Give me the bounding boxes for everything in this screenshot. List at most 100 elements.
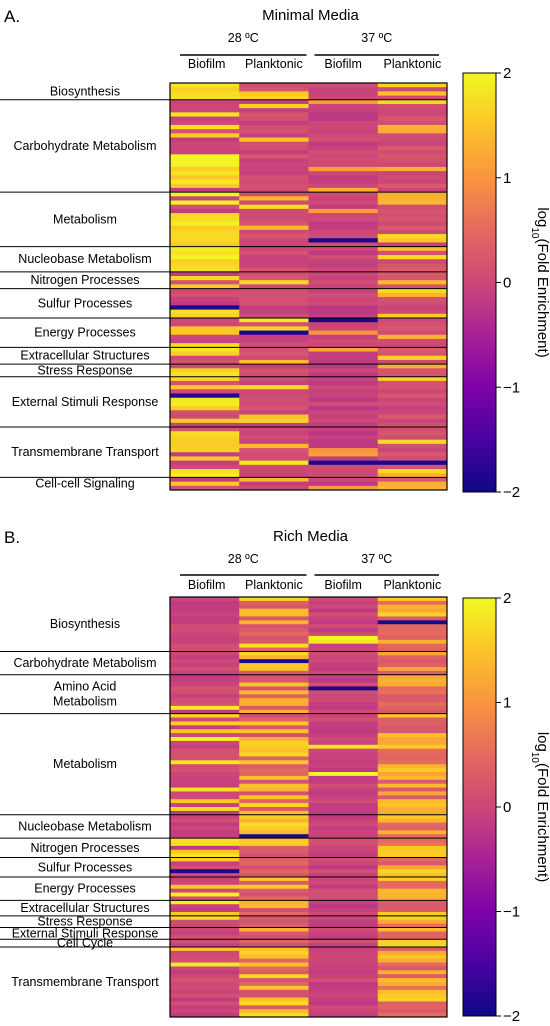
heatmap-cell xyxy=(308,284,379,289)
heatmap-cell xyxy=(170,95,240,101)
heatmap-cell xyxy=(308,787,379,792)
colorbar-tick-label: −2 xyxy=(503,1008,520,1025)
heatmap-cell xyxy=(377,485,448,491)
heatmap-cell xyxy=(308,338,379,344)
heatmap-cell xyxy=(308,288,379,294)
heatmap-cell xyxy=(239,208,309,214)
heatmap-cell xyxy=(377,414,448,420)
heatmap-cell xyxy=(170,818,240,823)
heatmap-cell xyxy=(377,380,448,386)
heatmap-cell xyxy=(377,931,448,936)
heatmap-cell xyxy=(239,469,309,474)
heatmap-cell xyxy=(170,464,240,470)
heatmap-cell xyxy=(308,705,379,711)
heatmap-cell xyxy=(170,401,240,407)
category-label: Nucleobase Metabolism xyxy=(18,252,151,266)
heatmap-cell xyxy=(170,845,240,851)
temperature-label: 37 ºC xyxy=(361,552,392,566)
heatmap-cell xyxy=(308,814,379,820)
heatmap-cell xyxy=(239,927,309,932)
heatmap-cell xyxy=(308,772,379,777)
heatmap-cell xyxy=(239,473,309,478)
heatmap-cell xyxy=(170,659,240,664)
heatmap-cell xyxy=(308,737,379,742)
heatmap-cell xyxy=(308,923,379,928)
category-label: Metabolism xyxy=(53,212,117,226)
heatmap-cell xyxy=(170,305,240,310)
heatmap-cell xyxy=(377,91,448,96)
heatmap-cell xyxy=(377,460,448,466)
heatmap-cell xyxy=(308,643,379,648)
heatmap-cell xyxy=(239,456,309,462)
heatmap-cell xyxy=(239,725,309,730)
colorbar-tick-label: −1 xyxy=(503,379,520,396)
heatmap-cell xyxy=(377,799,448,804)
heatmap-cell xyxy=(239,705,309,711)
heatmap-cell xyxy=(170,183,240,189)
heatmap-cell xyxy=(308,317,379,323)
heatmap-cell xyxy=(377,443,448,449)
heatmap-cell xyxy=(239,740,309,746)
heatmap-cell xyxy=(308,1013,379,1018)
heatmap-cell xyxy=(377,154,448,159)
heatmap-cell xyxy=(377,861,448,866)
heatmap-cell xyxy=(308,892,379,897)
heatmap-cell xyxy=(377,1009,448,1014)
heatmap-cell xyxy=(308,822,379,827)
heatmap-cell xyxy=(377,877,448,882)
heatmap-cell xyxy=(308,985,379,991)
heatmap-cell xyxy=(170,748,240,753)
heatmap-cell xyxy=(377,309,448,315)
heatmap-cell xyxy=(170,477,240,483)
heatmap-cell xyxy=(239,439,309,445)
heatmap-cell xyxy=(170,717,240,722)
heatmap-cell xyxy=(377,624,448,629)
heatmap-cell xyxy=(308,989,379,995)
heatmap-cell xyxy=(239,970,309,975)
heatmap-cells xyxy=(170,83,448,491)
heatmap-cell xyxy=(377,267,448,273)
heatmap-cell xyxy=(308,865,379,870)
heatmap-cell xyxy=(377,175,448,180)
heatmap-cell xyxy=(239,99,309,105)
heatmap-cell xyxy=(170,799,240,804)
heatmap-cell xyxy=(170,1001,240,1006)
heatmap-cell xyxy=(239,838,309,843)
heatmap-cell xyxy=(377,678,448,683)
heatmap-cell xyxy=(170,604,240,610)
heatmap-cell xyxy=(308,150,379,155)
heatmap-cell xyxy=(308,694,379,699)
heatmap-cell xyxy=(170,686,240,691)
heatmap-cell xyxy=(308,791,379,796)
heatmap-cell xyxy=(308,372,379,378)
heatmap-cell xyxy=(377,108,448,113)
heatmap-cell xyxy=(377,830,448,835)
heatmap-cell xyxy=(239,877,309,882)
heatmap-cell xyxy=(377,187,448,193)
heatmap-cell xyxy=(170,112,240,117)
heatmap-cell xyxy=(239,301,309,306)
heatmap-cell xyxy=(377,422,448,428)
heatmap-cell xyxy=(170,698,240,703)
heatmap-cell xyxy=(377,674,448,680)
heatmap-cell xyxy=(170,427,240,432)
heatmap-cell xyxy=(308,83,379,88)
heatmap-cell xyxy=(170,120,240,126)
heatmap-cell xyxy=(377,760,448,765)
heatmap-cell xyxy=(377,418,448,424)
heatmap-cell xyxy=(308,301,379,306)
heatmap-cell xyxy=(170,600,240,606)
heatmap-cell xyxy=(170,947,240,952)
heatmap-cell xyxy=(239,141,309,147)
heatmap-cell xyxy=(170,355,240,361)
heatmap-cell xyxy=(170,779,240,785)
heatmap-cell xyxy=(170,296,240,302)
heatmap-cell xyxy=(377,330,448,336)
heatmap-cell xyxy=(308,698,379,703)
heatmap-cell xyxy=(377,112,448,117)
heatmap-cell xyxy=(170,1005,240,1010)
heatmap-cell xyxy=(308,1005,379,1010)
heatmap-cell xyxy=(239,795,309,800)
heatmap-cell xyxy=(308,271,379,277)
heatmap-cell xyxy=(170,309,240,315)
